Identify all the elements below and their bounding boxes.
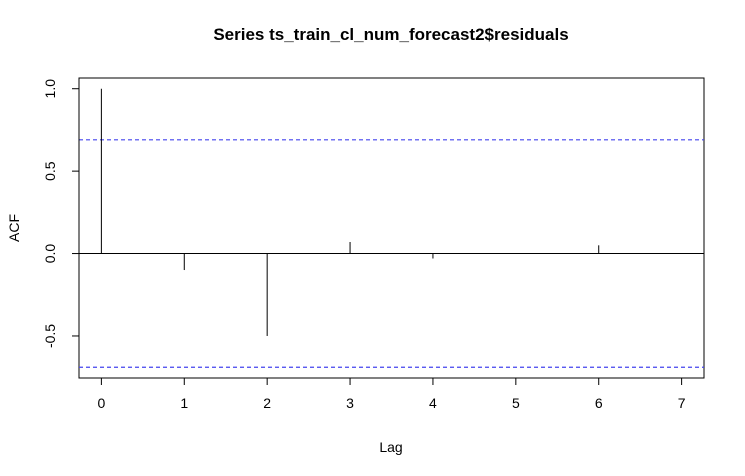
y-axis: -0.5 0.0 0.5 1.0 <box>42 79 80 348</box>
y-tick-label: 0.5 <box>42 161 58 181</box>
y-tick-label: 0.0 <box>42 244 58 264</box>
y-axis-label: ACF <box>6 214 22 242</box>
x-axis-label: Lag <box>379 439 402 455</box>
x-tick-label: 3 <box>346 395 354 411</box>
y-tick-label: 1.0 <box>42 79 58 99</box>
x-tick-label: 4 <box>429 395 437 411</box>
y-tick-label: -0.5 <box>42 324 58 348</box>
x-tick-label: 7 <box>678 395 686 411</box>
x-tick-label: 0 <box>97 395 105 411</box>
plot-frame <box>78 77 705 379</box>
x-tick-label: 2 <box>263 395 271 411</box>
x-tick-label: 6 <box>595 395 603 411</box>
x-axis: 0 1 2 3 4 5 6 7 <box>97 377 686 411</box>
x-tick-label: 1 <box>180 395 188 411</box>
x-tick-label: 5 <box>512 395 520 411</box>
plot-marks <box>79 88 704 368</box>
chart-title: Series ts_train_cl_num_forecast2$residua… <box>213 25 568 44</box>
